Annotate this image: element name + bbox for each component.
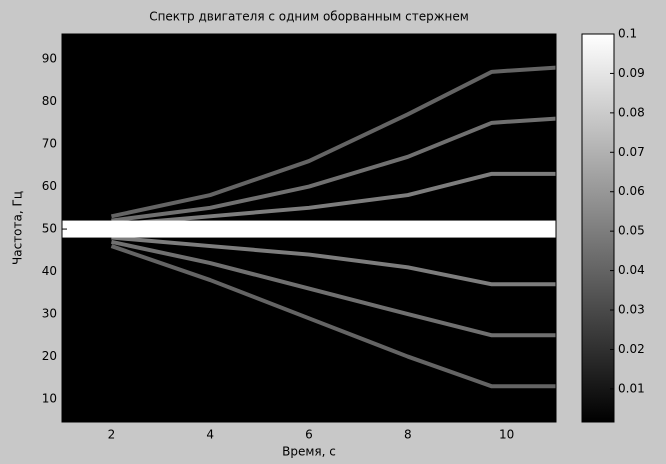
colorbar-tick-label: 0.05 bbox=[618, 224, 645, 238]
y-axis-label: Частота, Гц bbox=[11, 191, 25, 265]
chart-title: Спектр двигателя с одним оборванным стер… bbox=[149, 10, 469, 24]
x-axis-label: Время, с bbox=[282, 445, 336, 459]
colorbar-tick-label: 0.03 bbox=[618, 303, 645, 317]
colorbar-tick-label: 0.06 bbox=[618, 184, 645, 198]
page: {"chart_data": {"type": "spectrogram", "… bbox=[0, 0, 666, 464]
x-tick-label: 6 bbox=[305, 428, 313, 442]
x-tick-label: 4 bbox=[206, 428, 214, 442]
colorbar-tick-label: 0.04 bbox=[618, 263, 645, 277]
y-tick-label: 30 bbox=[42, 307, 57, 321]
y-tick-label: 20 bbox=[42, 349, 57, 363]
x-tick-label: 2 bbox=[108, 428, 116, 442]
y-tick-label: 60 bbox=[42, 179, 57, 193]
y-tick-label: 70 bbox=[42, 137, 57, 151]
colorbar-tick-label: 0.09 bbox=[618, 66, 645, 80]
x-tick-label: 10 bbox=[499, 428, 514, 442]
y-tick-label: 80 bbox=[42, 94, 57, 108]
colorbar-tick-label: 0.02 bbox=[618, 342, 645, 356]
colorbar-tick-label: 0.07 bbox=[618, 145, 645, 159]
colorbar bbox=[582, 34, 614, 422]
figure: Спектр двигателя с одним оборванным стер… bbox=[0, 0, 666, 464]
colorbar-tick-label: 0.1 bbox=[618, 27, 637, 41]
x-tick-label: 8 bbox=[404, 428, 412, 442]
y-tick-label: 50 bbox=[42, 222, 57, 236]
colorbar-tick-label: 0.08 bbox=[618, 105, 645, 119]
y-tick-label: 10 bbox=[42, 392, 57, 406]
y-tick-label: 40 bbox=[42, 264, 57, 278]
band bbox=[62, 221, 556, 238]
colorbar-tick-label: 0.01 bbox=[618, 381, 645, 395]
y-tick-label: 90 bbox=[42, 52, 57, 66]
